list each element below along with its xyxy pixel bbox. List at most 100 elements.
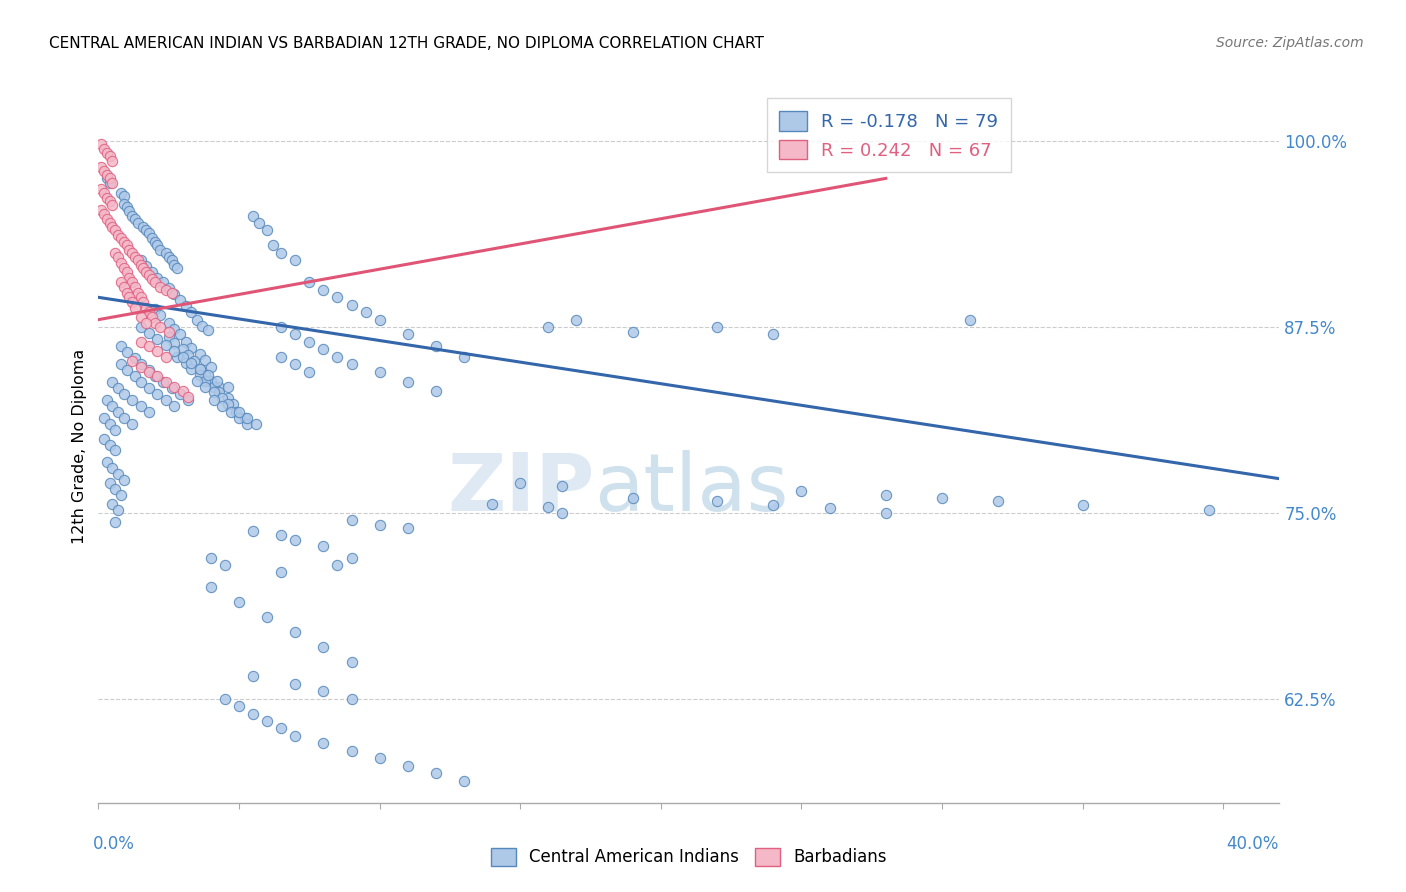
Point (396, 375, 419, 389)
Y-axis label: 12th Grade, No Diploma: 12th Grade, No Diploma (72, 349, 87, 543)
Point (200, 374, 222, 388)
Point (98, 476, 121, 491)
Point (208, 385, 231, 400)
Point (270, 320, 292, 334)
Point (93, 432, 115, 446)
Point (93, 410, 115, 425)
Point (163, 343, 186, 358)
Point (312, 640, 335, 654)
Point (256, 223, 278, 237)
Text: 0.0%: 0.0% (93, 835, 135, 853)
Point (155, 392, 177, 407)
Point (163, 379, 186, 393)
Point (129, 357, 152, 371)
Point (312, 283, 335, 297)
Point (396, 327, 419, 342)
Point (368, 312, 391, 326)
Point (256, 714, 278, 728)
Point (762, 327, 785, 342)
Point (228, 405, 250, 419)
Point (132, 260, 155, 275)
Point (138, 339, 160, 353)
Point (453, 773, 475, 788)
Point (256, 610, 278, 624)
Point (96, 169, 118, 183)
Point (368, 365, 391, 379)
Point (104, 423, 127, 437)
Point (115, 265, 138, 279)
Point (180, 305, 202, 319)
Point (174, 299, 197, 313)
Point (242, 706, 264, 721)
Point (169, 327, 191, 342)
Point (197, 368, 219, 382)
Point (110, 231, 132, 245)
Point (135, 223, 157, 237)
Point (101, 198, 124, 212)
Point (160, 253, 183, 268)
Point (262, 238, 284, 252)
Point (194, 374, 217, 388)
Point (124, 351, 146, 366)
Point (101, 220, 124, 235)
Point (112, 387, 135, 401)
Point (93, 207, 115, 221)
Point (284, 533, 307, 547)
Point (96, 171, 118, 186)
Point (121, 354, 143, 368)
Point (129, 253, 152, 268)
Point (118, 243, 141, 257)
Point (247, 216, 270, 230)
Point (124, 369, 146, 384)
Point (93, 186, 115, 201)
Point (146, 387, 169, 401)
Point (127, 216, 149, 230)
Point (112, 410, 135, 425)
Point (340, 744, 363, 758)
Point (143, 316, 166, 330)
Point (621, 325, 644, 339)
Text: 40.0%: 40.0% (1226, 835, 1278, 853)
Point (160, 381, 183, 395)
Point (172, 350, 194, 364)
Point (551, 479, 574, 493)
Point (194, 368, 217, 382)
Point (110, 256, 132, 270)
Text: Source: ZipAtlas.com: Source: ZipAtlas.com (1216, 36, 1364, 50)
Point (118, 290, 141, 304)
Point (312, 736, 335, 750)
Point (98, 216, 121, 230)
Point (537, 500, 560, 514)
Point (214, 691, 236, 706)
Point (149, 308, 172, 322)
Legend: Central American Indians, Barbadians: Central American Indians, Barbadians (484, 841, 894, 873)
Point (141, 310, 163, 324)
Point (90, 202, 112, 217)
Point (101, 399, 124, 413)
Text: ZIP: ZIP (447, 450, 595, 528)
Point (110, 488, 132, 502)
Point (143, 369, 166, 384)
Point (368, 517, 391, 532)
Point (191, 318, 214, 333)
Point (146, 343, 169, 358)
Point (174, 356, 197, 370)
Point (98, 149, 121, 163)
Point (115, 238, 138, 252)
Point (104, 443, 127, 458)
Point (152, 276, 174, 290)
Point (211, 399, 233, 413)
Point (96, 191, 118, 205)
Point (90, 137, 112, 152)
Point (138, 305, 160, 319)
Point (101, 461, 124, 475)
Point (242, 209, 264, 223)
Point (135, 316, 157, 330)
Point (129, 290, 152, 304)
Point (104, 245, 127, 260)
Point (172, 384, 194, 398)
Point (200, 580, 222, 594)
Point (155, 350, 177, 364)
Point (202, 392, 225, 407)
Point (169, 293, 191, 308)
